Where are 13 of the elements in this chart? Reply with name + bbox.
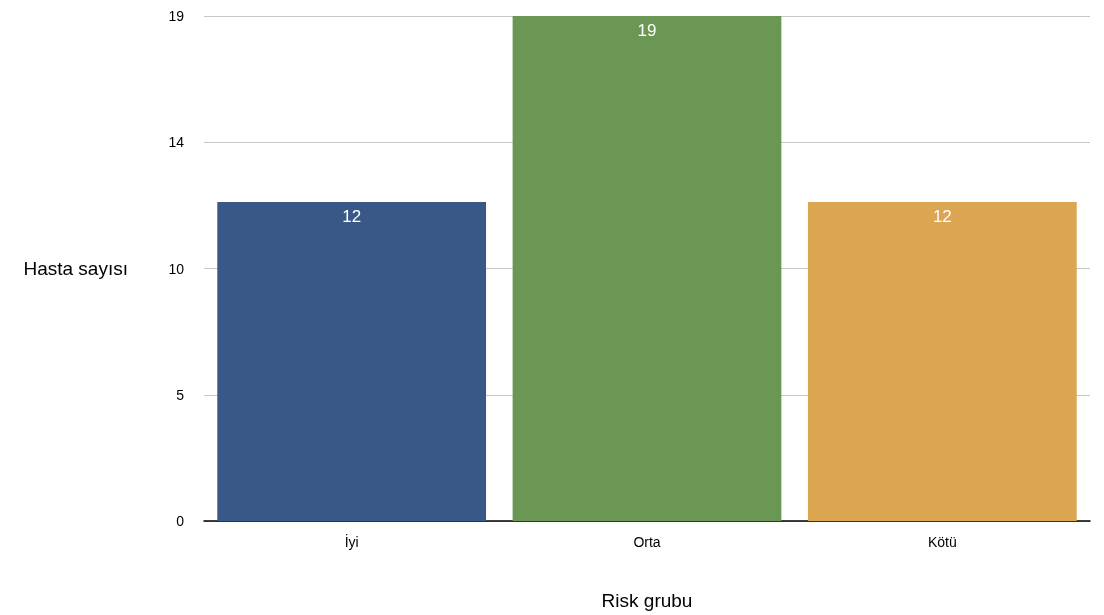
y-tick-label: 19	[168, 8, 185, 24]
y-axis-title: Hasta sayısı	[23, 258, 128, 279]
y-tick-label: 14	[168, 134, 185, 151]
data-label: 19	[637, 21, 657, 40]
data-label: 12	[342, 207, 362, 227]
x-tick-label: Orta	[633, 534, 661, 550]
data-label: 12	[932, 207, 952, 227]
x-tick-label: İyi	[344, 533, 359, 550]
x-tick-label: Kötü	[927, 534, 957, 550]
y-tick-label: 5	[176, 386, 185, 403]
y-tick-label: 10	[168, 260, 185, 277]
y-tick-label: 0	[176, 513, 185, 529]
x-axis-title: Risk grubu	[601, 590, 693, 611]
